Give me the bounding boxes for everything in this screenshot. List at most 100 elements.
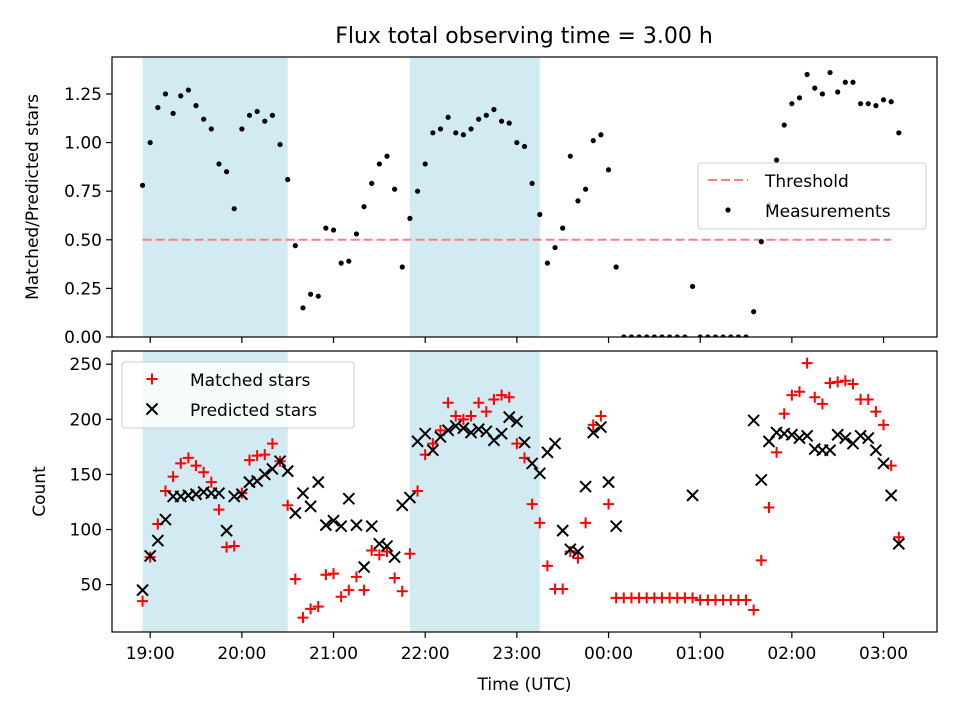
measurement-point bbox=[575, 198, 581, 204]
predicted-stars-point bbox=[312, 475, 325, 489]
predicted-stars-point bbox=[258, 468, 271, 481]
measurement-point bbox=[346, 258, 352, 264]
matched-stars-point bbox=[748, 604, 760, 616]
measurement-point bbox=[773, 157, 780, 163]
matched-stars-point bbox=[771, 446, 783, 458]
predicted-stars-point bbox=[281, 464, 294, 478]
predicted-stars-point bbox=[449, 419, 462, 433]
y-tick-label: 0.00 bbox=[64, 328, 102, 348]
matched-stars-point bbox=[434, 424, 446, 436]
predicted-stars-point bbox=[869, 443, 883, 457]
matched-stars-point bbox=[465, 410, 477, 422]
measurement-point bbox=[178, 93, 184, 99]
measurement-point bbox=[613, 264, 619, 270]
measurement-point bbox=[300, 305, 306, 311]
predicted-stars-point bbox=[594, 420, 608, 434]
predicted-stars-point bbox=[304, 500, 317, 513]
measurement-point bbox=[529, 180, 535, 186]
predicted-stars-point bbox=[785, 428, 799, 441]
predicted-stars-point bbox=[464, 426, 478, 439]
matched-stars-point bbox=[603, 498, 615, 510]
predicted-stars-point bbox=[350, 518, 363, 532]
matched-stars-point bbox=[442, 397, 454, 409]
measurement-point bbox=[567, 153, 573, 159]
predicted-stars-point bbox=[609, 520, 623, 533]
x-tick-label: 00:00 bbox=[584, 644, 633, 664]
predicted-stars-point bbox=[319, 518, 333, 532]
matched-stars-point bbox=[541, 560, 553, 572]
matched-stars-point bbox=[832, 376, 844, 388]
legend-box bbox=[697, 162, 927, 230]
measurement-point bbox=[468, 126, 474, 132]
matched-stars-point bbox=[687, 592, 699, 604]
predicted-stars-point bbox=[854, 429, 867, 443]
matched-stars-point bbox=[763, 501, 775, 513]
measurement-point bbox=[544, 260, 551, 266]
count-panel: 50 100 150 200 250 19:00 20:00 21:00 22:00 23:00 0… bbox=[30, 350, 938, 695]
predicted-stars-point bbox=[365, 520, 378, 533]
matched-stars-point bbox=[824, 377, 836, 389]
measurement-point bbox=[628, 334, 635, 337]
measurement-point bbox=[705, 334, 711, 337]
predicted-stars-point bbox=[503, 410, 516, 424]
matched-stars-point bbox=[511, 438, 523, 450]
matched-stars-point bbox=[496, 389, 508, 401]
measurement-point bbox=[216, 161, 222, 167]
matched-stars-point bbox=[519, 452, 530, 464]
x-axis-label: Time (UTC) bbox=[477, 675, 572, 695]
matched-stars-point bbox=[557, 583, 569, 595]
measurement-point bbox=[827, 69, 833, 76]
measurement-point bbox=[605, 167, 612, 173]
predicted-stars-point bbox=[403, 491, 417, 504]
matched-stars-point bbox=[778, 408, 790, 420]
measurement-point bbox=[223, 169, 230, 175]
legend-predicted-swatch bbox=[145, 402, 159, 416]
matched-stars-point bbox=[320, 569, 332, 581]
matched-stars-point bbox=[412, 485, 424, 497]
measurement-point bbox=[728, 334, 734, 337]
measurement-point bbox=[689, 283, 696, 290]
predicted-stars-point bbox=[877, 457, 890, 470]
measurement-point bbox=[292, 243, 298, 249]
predicted-stars-point bbox=[220, 524, 233, 537]
y-tick-label: 50 bbox=[80, 576, 102, 596]
predicted-stars-point bbox=[289, 506, 302, 520]
measurement-point bbox=[682, 334, 688, 337]
predicted-stars-point bbox=[441, 424, 455, 437]
matched-stars-point bbox=[404, 548, 416, 560]
matched-stars-point bbox=[266, 438, 278, 450]
y-tick-label: 0.50 bbox=[64, 231, 102, 251]
x-tick-label: 20:00 bbox=[217, 644, 266, 664]
predicted-stars-point bbox=[373, 537, 386, 551]
measurement-point bbox=[644, 334, 650, 337]
matched-stars-point bbox=[190, 460, 202, 472]
measurement-point bbox=[193, 103, 199, 109]
measurement-point bbox=[384, 153, 390, 159]
matched-stars-point bbox=[312, 601, 324, 613]
x-tick-label: 19:00 bbox=[126, 644, 175, 664]
measurement-point bbox=[674, 334, 680, 337]
y-tick-label: 0.25 bbox=[64, 279, 102, 299]
matched-stars-point bbox=[259, 449, 271, 461]
measurement-point bbox=[560, 225, 566, 231]
measurement-point bbox=[758, 239, 764, 245]
measurement-point bbox=[491, 106, 497, 113]
measurement-point bbox=[262, 118, 268, 124]
axes-frame bbox=[111, 350, 938, 633]
measurement-point bbox=[621, 334, 627, 337]
predicted-stars-point bbox=[159, 513, 172, 526]
y-tick-label: 100 bbox=[70, 521, 102, 541]
measurement-point bbox=[460, 132, 466, 138]
measurement-point bbox=[590, 138, 596, 144]
observing-window bbox=[409, 351, 540, 632]
x-tick-label: 23:00 bbox=[492, 644, 541, 664]
measurement-point bbox=[330, 227, 337, 233]
matched-stars-point bbox=[213, 504, 225, 516]
matched-stars-point bbox=[816, 398, 828, 410]
legend-matched-label: Matched stars bbox=[190, 371, 310, 391]
measurement-point bbox=[430, 130, 436, 136]
matched-stars-point bbox=[572, 552, 584, 564]
legend-measurements-label: Measurements bbox=[765, 202, 891, 222]
measurement-point bbox=[185, 87, 191, 93]
matched-stars-point bbox=[221, 541, 233, 553]
